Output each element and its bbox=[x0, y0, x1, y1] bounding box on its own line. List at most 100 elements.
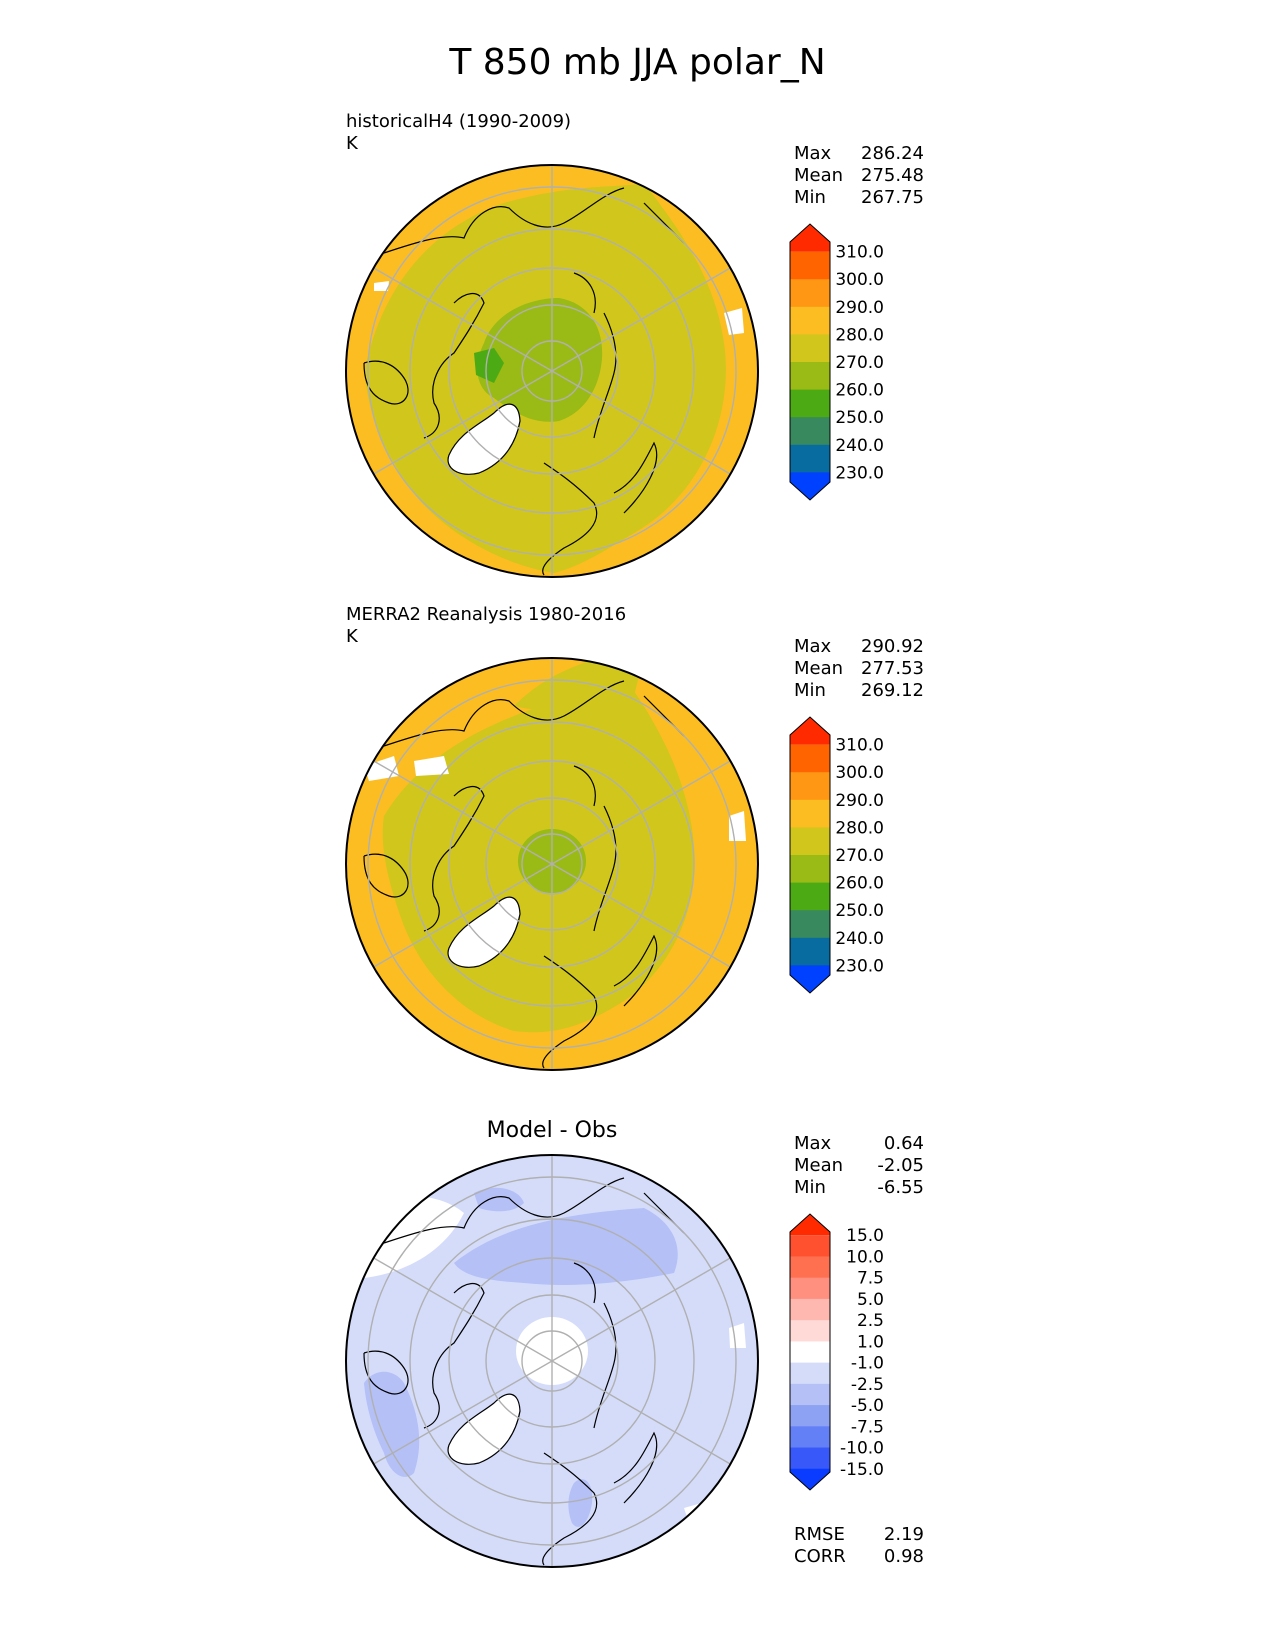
colorbar-tick-label: 240.0 bbox=[835, 436, 884, 456]
colorbar-segment bbox=[790, 882, 830, 911]
missing-data-patch bbox=[414, 756, 449, 776]
colorbar-tick-label: 7.5 bbox=[857, 1269, 884, 1289]
graticule bbox=[367, 1155, 737, 1567]
colorbar-segment bbox=[790, 472, 830, 500]
colorbar-segment bbox=[790, 224, 830, 252]
colorbar-segment bbox=[790, 910, 830, 939]
map-boundary bbox=[345, 657, 759, 1071]
colorbar-segment bbox=[790, 827, 830, 856]
colorbar-tick-label: 290.0 bbox=[835, 298, 884, 318]
cool-temp-field-north bbox=[514, 658, 644, 711]
graticule bbox=[367, 165, 737, 577]
colorbar-segment bbox=[790, 1447, 830, 1470]
colorbar-segment bbox=[790, 1405, 830, 1427]
reference-colorbar: 310.0 300.0 290.0 280.0 270.0 260.0 250.0 240.0… bbox=[789, 716, 884, 994]
colorbar-segment bbox=[790, 1468, 830, 1490]
colorbar-segment bbox=[790, 717, 830, 745]
test-min-value: 267.75 bbox=[861, 187, 924, 208]
colorbar-segment bbox=[790, 1214, 830, 1236]
colorbar-segment bbox=[790, 799, 830, 828]
negative-bias-patch bbox=[364, 1371, 420, 1477]
colorbar-tick-label: 2.5 bbox=[857, 1311, 884, 1331]
colorbar-tick-label: -15.0 bbox=[840, 1460, 884, 1480]
colorbar-tick-label: 240.0 bbox=[835, 929, 884, 949]
figure-title: T 850 mb JJA polar_N bbox=[449, 42, 826, 83]
test-title-line1: historicalH4 (1990-2009) bbox=[346, 111, 572, 132]
colorbar-tick-label: 260.0 bbox=[835, 874, 884, 894]
test-mean-value: 275.48 bbox=[861, 165, 924, 186]
colorbar-segment bbox=[790, 417, 830, 446]
colorbar-tick-label: 260.0 bbox=[835, 381, 884, 401]
ref-max-value: 290.92 bbox=[861, 636, 924, 657]
colorbar-tick-label: 270.0 bbox=[835, 846, 884, 866]
colorbar-tick-label: 230.0 bbox=[835, 463, 884, 483]
test-polar-map bbox=[345, 164, 759, 578]
colorbar-tick-label: 310.0 bbox=[835, 243, 884, 263]
ref-panel-title: MERRA2 Reanalysis 1980-2016 K bbox=[346, 604, 626, 648]
colorbar-outline bbox=[789, 716, 831, 994]
colorbar-tick-label: 5.0 bbox=[857, 1290, 884, 1310]
test-max-value: 286.24 bbox=[861, 143, 924, 164]
colorbar-segment bbox=[790, 279, 830, 308]
reference-polar-map bbox=[345, 657, 759, 1071]
colorbar-segment bbox=[790, 444, 830, 473]
test-units: K bbox=[346, 133, 358, 154]
diff-max-label: Max bbox=[794, 1133, 832, 1154]
colorbar-tick-label: 270.0 bbox=[835, 353, 884, 373]
rmse-label: RMSE bbox=[794, 1524, 845, 1545]
colorbar-segment bbox=[790, 389, 830, 418]
colorbar-tick-label: 10.0 bbox=[846, 1247, 884, 1267]
diff-min-label: Min bbox=[794, 1177, 826, 1198]
missing-data-patch bbox=[724, 308, 744, 335]
greenland-mask bbox=[448, 897, 520, 968]
colorbar-tick-label: -5.0 bbox=[851, 1396, 884, 1416]
test-panel-title: historicalH4 (1990-2009) K bbox=[346, 111, 571, 155]
colorbar-segment bbox=[790, 1320, 830, 1342]
colorbar-segment bbox=[790, 334, 830, 363]
ref-title-line1: MERRA2 Reanalysis 1980-2016 bbox=[346, 604, 627, 625]
colorbar-tick-label: 1.0 bbox=[857, 1332, 884, 1352]
diff-min-value: -6.55 bbox=[877, 1177, 924, 1198]
colorbar-tick-label: 230.0 bbox=[835, 956, 884, 976]
colorbar-tick-label: 300.0 bbox=[835, 270, 884, 290]
test-max-label: Max bbox=[794, 143, 832, 164]
test-mean-label: Mean bbox=[794, 165, 844, 186]
cold-patch bbox=[474, 348, 504, 383]
map-boundary bbox=[345, 1154, 759, 1568]
colorbar-segment bbox=[790, 1235, 830, 1257]
colorbar-segment bbox=[790, 1256, 830, 1279]
test-colorbar: 310.0 300.0 290.0 280.0 270.0 260.0 250.0 240.0… bbox=[789, 223, 884, 501]
diff-mean-label: Mean bbox=[794, 1155, 844, 1176]
colorbar-segment bbox=[790, 362, 830, 391]
colorbar-outline bbox=[789, 1213, 831, 1491]
colorbar-segment bbox=[790, 251, 830, 280]
missing-data-patch bbox=[364, 756, 399, 781]
negative-bias-band bbox=[454, 1208, 678, 1285]
arctic-cold-core bbox=[477, 298, 603, 422]
map-boundary bbox=[345, 164, 759, 578]
ref-stats: Max 290.92 Mean 277.53 Min 269.12 bbox=[794, 636, 924, 702]
colorbar-tick-label: 280.0 bbox=[835, 325, 884, 345]
test-stats: Max 286.24 Mean 275.48 Min 267.75 bbox=[794, 143, 924, 209]
greenland-mask bbox=[448, 1394, 520, 1465]
colorbar-segment bbox=[790, 1277, 830, 1300]
negative-bias-patch bbox=[568, 1479, 593, 1527]
ref-mean-value: 277.53 bbox=[861, 658, 924, 679]
difference-colorbar: 15.010.07.55.02.51.0-1.0-2.5-5.0-7.5-10.… bbox=[789, 1213, 884, 1491]
colorbar-tick-label: -2.5 bbox=[851, 1375, 884, 1395]
diff-mean-value: -2.05 bbox=[877, 1155, 924, 1176]
colorbar-tick-label: 310.0 bbox=[835, 736, 884, 756]
colorbar-segment bbox=[790, 1298, 830, 1321]
colorbar-segment bbox=[790, 744, 830, 773]
colorbar-outline bbox=[789, 223, 831, 501]
colorbar-tick-label: 250.0 bbox=[835, 901, 884, 921]
graticule bbox=[367, 658, 737, 1070]
ref-max-label: Max bbox=[794, 636, 832, 657]
negative-bias-patch bbox=[474, 1187, 524, 1212]
colorbar-tick-label: -10.0 bbox=[840, 1439, 884, 1459]
ref-min-label: Min bbox=[794, 680, 826, 701]
colorbar-segment bbox=[790, 1362, 830, 1385]
ref-min-value: 269.12 bbox=[861, 680, 924, 701]
rmse-value: 2.19 bbox=[883, 1524, 924, 1545]
colorbar-segment bbox=[790, 855, 830, 884]
